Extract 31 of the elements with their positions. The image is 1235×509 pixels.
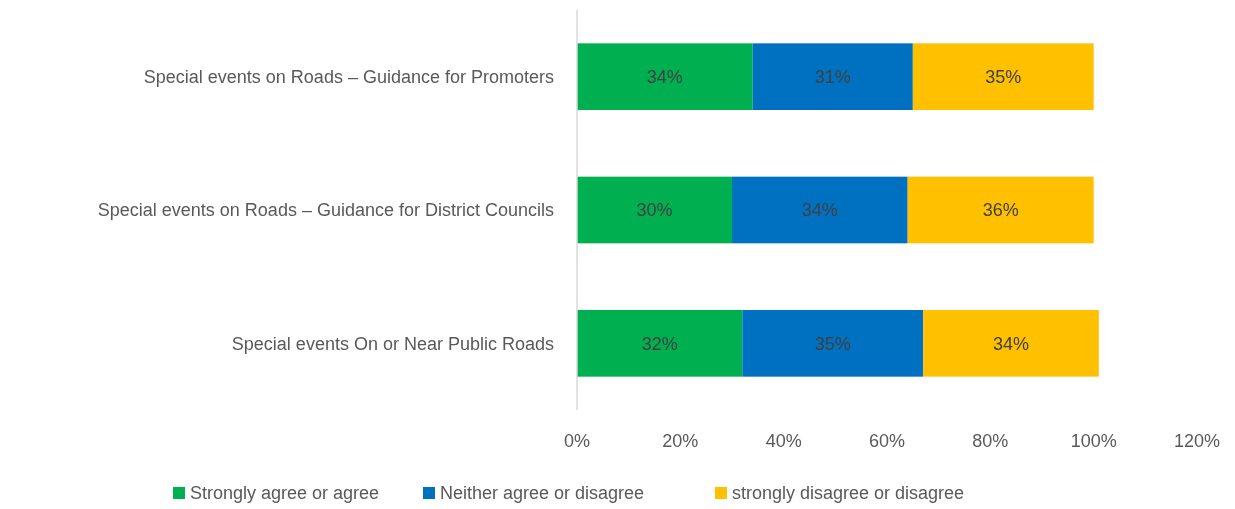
data-label: 34%	[992, 333, 1030, 354]
bar	[907, 176, 1094, 244]
data-label: 31%	[814, 66, 851, 87]
bar	[577, 43, 753, 110]
data-label: 32%	[641, 333, 678, 354]
legend-label: Neither agree or disagree	[440, 483, 645, 504]
legend-label: Strongly agree or agree	[190, 483, 380, 504]
bar	[732, 176, 908, 244]
data-label: 30%	[636, 200, 673, 221]
x-tick-label: 120%	[1173, 431, 1221, 452]
x-tick-label: 40%	[765, 431, 802, 452]
legend-label: strongly disagree or disagree	[732, 483, 965, 504]
x-tick-label: 20%	[662, 431, 699, 452]
x-tick-label: 100%	[1070, 431, 1117, 452]
bar	[923, 310, 1099, 377]
x-tick-label: 80%	[972, 431, 1009, 452]
y-tick-label: Special events on Roads – Guidance for District Councils	[97, 200, 554, 221]
data-label: 36%	[982, 200, 1019, 221]
data-label: 34%	[801, 200, 838, 221]
y-tick-label: Special events on Roads – Guidance for Promoters	[143, 66, 554, 87]
data-label: 34%	[646, 66, 683, 87]
data-label: 35%	[814, 333, 851, 354]
x-tick-label: 0%	[563, 431, 591, 452]
bar	[912, 43, 1094, 110]
bar	[577, 310, 743, 377]
bar	[742, 310, 924, 377]
x-tick-label: 60%	[868, 431, 906, 452]
data-label: 35%	[985, 66, 1022, 87]
bar	[752, 43, 913, 110]
bar	[577, 176, 732, 244]
y-tick-label: Special events On or Near Public Roads	[231, 333, 554, 354]
